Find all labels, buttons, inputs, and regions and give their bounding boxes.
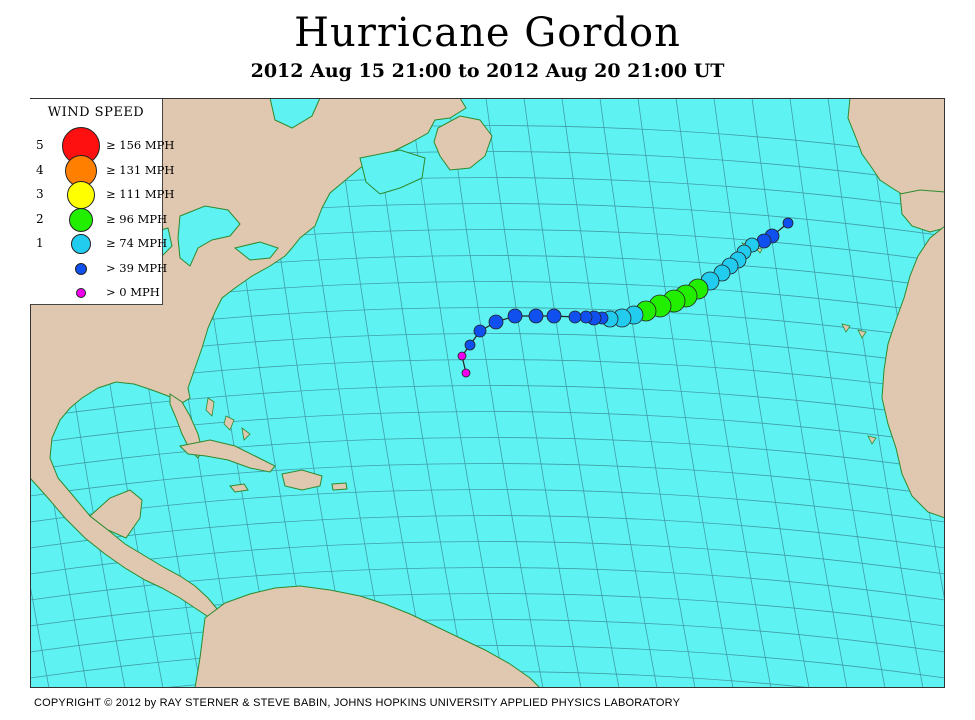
map-subtitle: 2012 Aug 15 21:00 to 2012 Aug 20 21:00 U…	[250, 60, 725, 82]
legend-row: > 39 MPH	[30, 256, 167, 280]
land-cuba	[178, 439, 276, 473]
land-puerto-rico	[331, 482, 348, 491]
land-africa	[881, 225, 945, 519]
land-florida	[169, 393, 203, 459]
track-point	[546, 308, 562, 324]
legend-swatch	[71, 234, 91, 254]
wind-speed-legend: WIND SPEED 5 ≥ 156 MPH 4 ≥ 131 MPH 3 ≥ 111 MP…	[30, 99, 174, 305]
track-point	[782, 217, 794, 229]
land-labrador-water	[269, 98, 321, 129]
track-point	[568, 310, 582, 324]
copyright-notice: COPYRIGHT © 2012 by RAY STERNER & STEVE …	[34, 697, 681, 709]
track-point	[579, 310, 593, 324]
track-point	[457, 351, 467, 361]
legend-category: 3	[36, 187, 44, 201]
track-point	[528, 308, 544, 324]
legend-swatch	[67, 181, 95, 209]
legend-swatch	[69, 207, 93, 232]
legend-category: 5	[36, 138, 44, 152]
legend-row: 5 ≥ 156 MPH	[30, 127, 174, 165]
legend-swatch	[75, 262, 87, 275]
land-south-america	[194, 585, 541, 688]
legend-row: 4 ≥ 131 MPH	[30, 154, 174, 187]
track-point	[488, 314, 504, 330]
legend-category: 1	[36, 236, 44, 250]
legend-label: ≥ 96 MPH	[106, 211, 168, 226]
land-jamaica	[229, 483, 249, 493]
track-point	[464, 339, 476, 351]
legend-row: > 0 MPH	[30, 280, 162, 304]
legend-label: ≥ 156 MPH	[106, 138, 175, 152]
track-point	[473, 324, 487, 338]
legend-category: 4	[36, 162, 44, 177]
legend-label: ≥ 131 MPH	[106, 162, 175, 177]
legend-row: 2 ≥ 96 MPH	[30, 207, 167, 232]
legend-swatch	[76, 288, 86, 298]
land-iberia	[899, 189, 945, 233]
legend-label: > 0 MPH	[106, 285, 160, 299]
land-newfoundland	[433, 115, 493, 171]
land-europe	[847, 98, 945, 209]
track-point	[507, 308, 523, 324]
legend-category: 2	[36, 211, 44, 226]
legend-label: ≥ 74 MPH	[106, 236, 168, 250]
track-point	[461, 368, 471, 378]
land-hispaniola	[281, 469, 323, 491]
legend-title: WIND SPEED	[47, 105, 145, 120]
land-bahamas	[205, 397, 251, 441]
legend-row: 3 ≥ 111 MPH	[30, 181, 174, 209]
gulf-st-lawrence	[359, 149, 426, 195]
legend-label: > 39 MPH	[106, 260, 168, 275]
storm-track	[457, 217, 794, 378]
land-yucatan	[89, 489, 143, 539]
legend-row: 1 ≥ 74 MPH	[30, 231, 167, 255]
map-title: Hurricane Gordon	[294, 10, 681, 56]
legend-label: ≥ 111 MPH	[106, 187, 175, 201]
